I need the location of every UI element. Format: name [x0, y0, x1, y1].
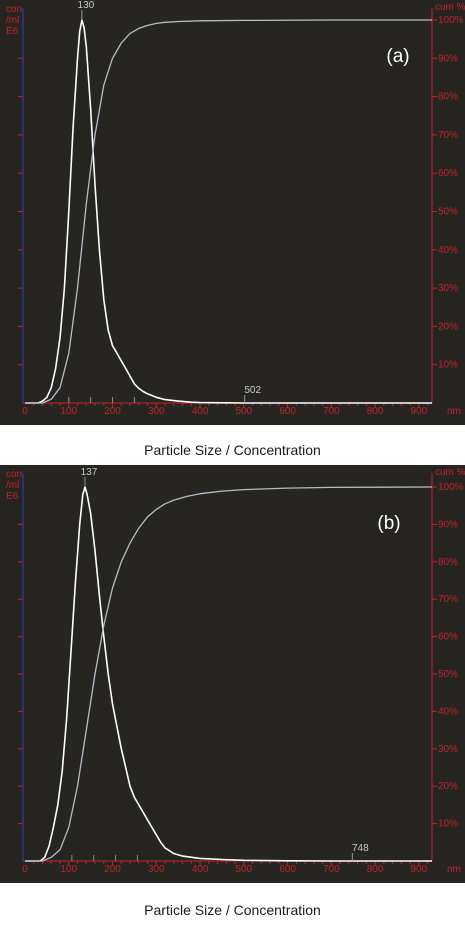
right-axis-tick-label: 40%: [438, 245, 458, 256]
x-axis-tick-label: 200: [104, 864, 121, 875]
plot-area-b: con/ml E6 10% 20% 30% 40% 50% 60% 70% 80% 90% 100% c…: [0, 465, 465, 883]
x-axis-tick-label: 600: [279, 406, 296, 417]
x-axis-tick-label: 500: [235, 864, 252, 875]
max-size-label: 748: [352, 843, 369, 854]
x-axis-tick-label: 400: [192, 406, 209, 417]
right-axis-tick-label: 40%: [438, 706, 458, 717]
x-axis-tick-label: 200: [104, 406, 121, 417]
x-axis-tick-label: 400: [192, 864, 209, 875]
right-axis-tick-label: 30%: [438, 744, 458, 755]
right-axis-title: cum %: [435, 2, 465, 13]
x-axis-tick-label: 800: [367, 864, 384, 875]
x-axis-tick-label: 300: [148, 406, 165, 417]
right-axis-tick-label: 80%: [438, 92, 458, 103]
x-axis-tick-label: 700: [323, 406, 340, 417]
left-axis-label: /ml: [6, 15, 19, 26]
x-axis-tick-label: 300: [148, 864, 165, 875]
left-axis-label: E6: [6, 491, 19, 502]
x-axis-tick-label: 600: [279, 864, 296, 875]
left-axis-label: /ml: [6, 480, 19, 491]
right-axis-tick-label: 60%: [438, 632, 458, 643]
right-axis-title: cum %: [435, 467, 465, 478]
right-axis-tick-label: 100%: [438, 15, 464, 26]
distribution-curve: [25, 19, 432, 404]
right-axis-tick-label: 20%: [438, 321, 458, 332]
right-axis-tick-label: 10%: [438, 360, 458, 371]
plot-area-a: con/ml E6 10% 20% 30% 40% 50% 60% 70% 80% 90% 100% c…: [0, 0, 465, 425]
panel-label: (a): [386, 46, 409, 67]
x-axis-tick-label: 800: [367, 406, 384, 417]
left-axis-label: con: [6, 469, 22, 480]
panel-label: (b): [377, 513, 400, 534]
chart-caption-a: Particle Size / Concentration: [144, 442, 321, 458]
distribution-curve: [25, 486, 432, 862]
left-axis-label: E6: [6, 26, 19, 37]
x-axis-tick-label: 500: [235, 406, 252, 417]
x-axis-unit: nm: [447, 864, 461, 875]
peak-label: 137: [81, 467, 98, 478]
cumulative-curve: [25, 486, 433, 862]
chart-caption-b: Particle Size / Concentration: [144, 902, 321, 918]
x-axis-tick-label: 0: [22, 864, 28, 875]
max-size-label: 502: [244, 385, 261, 396]
x-axis-tick-label: 700: [323, 864, 340, 875]
x-axis-tick-label: 0: [22, 406, 28, 417]
right-axis-tick-label: 60%: [438, 168, 458, 179]
cumulative-curve: [25, 19, 432, 404]
right-axis-tick-label: 20%: [438, 781, 458, 792]
right-axis-tick-label: 50%: [438, 207, 458, 218]
x-axis-tick-label: 100: [60, 406, 77, 417]
left-axis-label: con: [6, 4, 22, 15]
right-axis-tick-label: 10%: [438, 819, 458, 830]
right-axis-tick-label: 90%: [438, 53, 458, 64]
right-axis-tick-label: 80%: [438, 557, 458, 568]
right-axis-tick-label: 50%: [438, 669, 458, 680]
x-axis-tick-label: 900: [411, 864, 428, 875]
x-axis-tick-label: 900: [411, 406, 428, 417]
right-axis-tick-label: 90%: [438, 519, 458, 530]
peak-label: 130: [78, 0, 95, 11]
x-axis-tick-label: 100: [60, 864, 77, 875]
right-axis-tick-label: 100%: [438, 482, 464, 493]
x-axis-unit: nm: [447, 406, 461, 417]
right-axis-tick-label: 70%: [438, 130, 458, 141]
right-axis-tick-label: 30%: [438, 283, 458, 294]
right-axis-tick-label: 70%: [438, 594, 458, 605]
